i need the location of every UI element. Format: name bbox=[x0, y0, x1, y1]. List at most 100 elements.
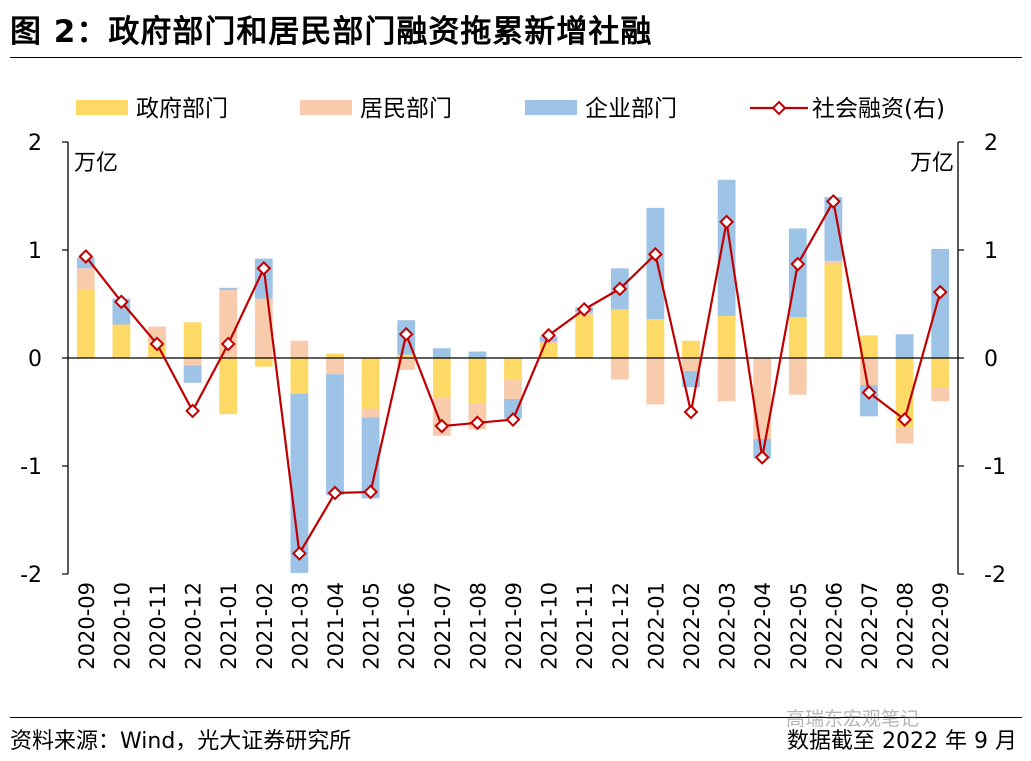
bar-government bbox=[183, 322, 202, 358]
bar-enterprise bbox=[361, 417, 380, 499]
social-financing-point bbox=[541, 327, 557, 343]
x-tick-label: 2022-06 bbox=[822, 582, 846, 670]
x-tick-label: 2022-08 bbox=[894, 582, 918, 670]
social-financing-point bbox=[398, 326, 414, 342]
data-cutoff-note: 数据截至 2022 年 9 月 bbox=[787, 729, 1017, 754]
legend-swatch-1 bbox=[300, 100, 352, 115]
bar-household bbox=[682, 358, 700, 371]
social-financing-point bbox=[434, 418, 450, 434]
bar-government bbox=[931, 358, 950, 388]
bar-government bbox=[290, 358, 309, 394]
bar-enterprise bbox=[646, 207, 665, 320]
y-tick-label-left: 0 bbox=[28, 347, 42, 372]
social-financing-point bbox=[754, 449, 770, 465]
legend-label: 政府部门 bbox=[136, 96, 228, 122]
bar-government bbox=[76, 289, 95, 358]
x-tick-label: 2021-08 bbox=[466, 582, 490, 670]
x-tick-label: 2022-05 bbox=[787, 582, 811, 670]
bar-household bbox=[326, 358, 344, 375]
social-financing-point bbox=[291, 546, 307, 561]
bar-enterprise bbox=[895, 334, 914, 358]
title-rule bbox=[10, 57, 1022, 58]
bar-enterprise bbox=[788, 228, 807, 317]
legend-swatch-2 bbox=[525, 100, 577, 115]
y-tick-label-right: 0 bbox=[984, 347, 998, 372]
bar-government bbox=[717, 315, 736, 358]
bar-government bbox=[788, 316, 807, 358]
bar-enterprise bbox=[432, 348, 451, 358]
bar-government bbox=[610, 309, 629, 358]
social-financing-point bbox=[612, 281, 628, 297]
social-financing-point bbox=[825, 193, 841, 209]
x-tick-label: 2021-10 bbox=[538, 582, 562, 670]
bar-enterprise bbox=[753, 439, 772, 459]
social-financing-point bbox=[185, 403, 201, 419]
social-financing-point bbox=[576, 301, 592, 317]
x-tick-label: 2021-09 bbox=[502, 582, 526, 670]
social-financing-point bbox=[78, 249, 94, 264]
x-tick-label: 2022-09 bbox=[929, 582, 953, 670]
bar-government bbox=[504, 358, 522, 380]
bar-government bbox=[575, 314, 594, 358]
x-tick-label: 2020-12 bbox=[182, 582, 206, 670]
figure-title: 图 2：政府部门和居民部门融资拖累新增社融 bbox=[10, 14, 653, 50]
bar-household bbox=[219, 289, 238, 358]
bar-enterprise bbox=[183, 365, 202, 383]
y-tick-label-right: -1 bbox=[984, 455, 1006, 480]
bar-household bbox=[824, 260, 843, 265]
footer-rule bbox=[10, 717, 1022, 718]
bar-enterprise bbox=[326, 374, 344, 496]
bar-household bbox=[183, 358, 202, 366]
bar-government bbox=[112, 324, 131, 358]
bar-enterprise bbox=[112, 298, 131, 325]
social-financing-point bbox=[220, 336, 236, 352]
bar-government bbox=[361, 358, 380, 409]
y-tick-label-right: -2 bbox=[984, 563, 1006, 588]
social-financing-point bbox=[327, 485, 343, 501]
bar-government bbox=[824, 264, 843, 358]
x-tick-label: 2021-04 bbox=[324, 582, 348, 670]
legend-line-marker bbox=[771, 100, 787, 116]
x-tick-label: 2021-05 bbox=[360, 582, 384, 670]
x-tick-label: 2021-02 bbox=[253, 582, 277, 670]
bar-household bbox=[504, 379, 522, 400]
social-financing-point bbox=[719, 214, 735, 230]
bar-household bbox=[254, 298, 273, 358]
x-tick-label: 2022-02 bbox=[680, 582, 704, 670]
bar-enterprise bbox=[468, 351, 487, 358]
y-tick-label-right: 1 bbox=[984, 239, 998, 264]
y-tick-label-right: 2 bbox=[984, 131, 998, 156]
bar-government bbox=[326, 353, 344, 358]
bar-government bbox=[860, 335, 878, 358]
bar-household bbox=[610, 358, 629, 380]
social-financing-point bbox=[363, 484, 379, 500]
y-unit-left: 万亿 bbox=[74, 151, 118, 176]
legend-label: 居民部门 bbox=[360, 96, 452, 122]
bar-government bbox=[432, 358, 451, 398]
bar-household bbox=[646, 358, 665, 405]
x-tick-label: 2021-03 bbox=[288, 582, 312, 670]
bar-government bbox=[682, 340, 700, 358]
y-tick-label-left: -1 bbox=[20, 455, 42, 480]
bar-household bbox=[290, 340, 309, 358]
bar-enterprise bbox=[824, 197, 843, 261]
bar-government bbox=[895, 358, 914, 429]
x-tick-label: 2020-11 bbox=[146, 582, 170, 670]
social-financing-point bbox=[113, 294, 129, 310]
bar-household bbox=[76, 268, 95, 290]
bar-government bbox=[254, 358, 273, 367]
bar-enterprise bbox=[717, 179, 736, 316]
bar-household bbox=[361, 408, 380, 418]
bar-household bbox=[931, 387, 950, 402]
x-tick-label: 2020-10 bbox=[110, 582, 134, 670]
legend-label: 社会融资(右) bbox=[812, 96, 945, 122]
bar-household bbox=[397, 358, 416, 370]
x-tick-label: 2022-01 bbox=[644, 582, 668, 670]
bar-household bbox=[788, 358, 807, 395]
x-tick-label: 2021-01 bbox=[217, 582, 241, 670]
social-financing-point bbox=[790, 256, 806, 272]
bar-government bbox=[397, 354, 416, 358]
bar-enterprise bbox=[931, 248, 950, 358]
bar-household bbox=[539, 341, 558, 344]
